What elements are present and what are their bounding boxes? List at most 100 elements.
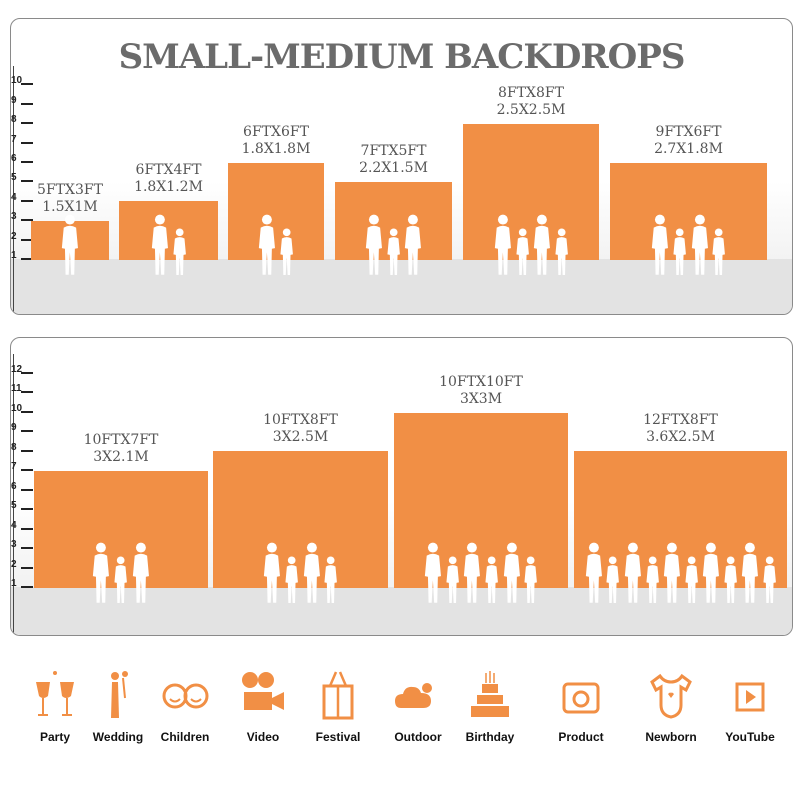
size-meters: 3.6X2.5M — [646, 429, 715, 445]
scale-tick: 4 — [11, 520, 35, 531]
person-silhouette — [645, 556, 659, 604]
use-product: Product — [546, 668, 616, 744]
panel-title: SMALL-MEDIUM BACKDROPS — [118, 37, 686, 77]
scale-tick: 9 — [11, 423, 35, 433]
backdrop-size-9ftx6ft — [610, 163, 767, 260]
backdrop-size-10ftx10ft — [394, 413, 568, 588]
scale-tick: 9 — [11, 95, 35, 106]
use-festival: Festival — [303, 668, 373, 744]
people-group — [34, 538, 208, 604]
floor — [11, 587, 792, 635]
size-meters: 3X2.5M — [272, 429, 329, 445]
backdrop-size-6ftx6ft — [228, 163, 324, 260]
use-label: YouTube — [725, 730, 775, 744]
wedding-couple-icon — [83, 668, 153, 720]
use-party: Party — [20, 668, 90, 744]
person-silhouette — [724, 556, 737, 604]
use-label: Children — [160, 730, 210, 744]
person-silhouette — [652, 214, 669, 275]
backdrop-size-10ftx8ft — [213, 451, 388, 588]
camera-icon — [546, 668, 616, 720]
backdrop-size-6ftx4ft — [119, 201, 218, 260]
person-silhouette — [280, 228, 294, 276]
people-group — [463, 210, 599, 276]
usage-icons-row: Party Wedding Children Video Festival Outdoor… — [0, 668, 800, 758]
people-group — [213, 538, 388, 604]
scale-line — [13, 354, 14, 635]
baby-onesie-icon — [636, 668, 706, 720]
scale-tick: 1 — [11, 579, 35, 589]
person-silhouette — [324, 556, 338, 604]
gift-box-icon — [303, 668, 373, 720]
size-feet: 6FTX6FT — [243, 124, 309, 140]
person-silhouette — [606, 556, 620, 604]
scale-tick: 5 — [11, 173, 35, 183]
use-label: Newborn — [645, 730, 697, 744]
size-label: 6FTX6FT 1.8X1.8M — [208, 124, 344, 158]
size-meters: 1.8X1.2M — [134, 179, 203, 195]
person-silhouette — [585, 542, 602, 603]
person-silhouette — [516, 228, 529, 276]
person-silhouette — [264, 542, 281, 603]
person-silhouette — [712, 228, 726, 276]
person-silhouette — [663, 542, 680, 603]
person-silhouette — [387, 228, 400, 276]
scale-tick: 2 — [11, 559, 35, 570]
people-group — [610, 210, 767, 276]
scale-tick: 5 — [11, 501, 35, 511]
cloud-icon — [383, 668, 453, 720]
use-newborn: Newborn — [636, 668, 706, 744]
person-silhouette — [702, 542, 720, 603]
person-silhouette — [114, 556, 128, 604]
size-feet: 9FTX6FT — [655, 124, 722, 140]
scale-tick: 3 — [11, 212, 35, 222]
person-silhouette — [425, 542, 442, 603]
person-silhouette — [742, 542, 759, 603]
size-meters: 3X3M — [459, 391, 503, 407]
use-children: Children — [150, 668, 220, 744]
use-label: Product — [558, 730, 604, 744]
people-group — [31, 210, 109, 276]
use-birthday: Birthday — [455, 668, 525, 744]
size-meters: 2.7X1.8M — [654, 141, 723, 157]
person-silhouette — [61, 214, 79, 275]
person-silhouette — [503, 542, 520, 603]
scale-line — [13, 66, 14, 314]
use-label: Party — [39, 730, 71, 744]
use-label: Video — [246, 730, 280, 744]
scale-tick: 10 — [11, 403, 35, 414]
scale-tick: 2 — [11, 231, 35, 242]
size-feet: 10FTX7FT — [83, 432, 159, 448]
toast-glasses-icon — [20, 668, 90, 720]
person-silhouette — [691, 214, 708, 275]
person-silhouette — [763, 556, 777, 604]
size-feet: 10FTX8FT — [263, 412, 338, 428]
people-group — [574, 538, 787, 604]
children-faces-icon — [150, 668, 220, 720]
scale-tick: 7 — [11, 134, 35, 145]
scale-tick: 1 — [11, 251, 35, 261]
person-silhouette — [405, 214, 422, 275]
scale-tick: 4 — [11, 192, 35, 203]
small-medium-panel: SMALL-MEDIUM BACKDROPS 1 2 3 4 5 6 7 8 9 10 5FTX3F… — [10, 18, 793, 315]
person-silhouette — [151, 214, 168, 275]
size-label: 9FTX6FT 2.7X1.8M — [590, 124, 787, 158]
scale-tick: 8 — [11, 442, 35, 453]
use-label: Outdoor — [394, 730, 442, 744]
movie-camera-icon — [228, 668, 298, 720]
size-label: 12FTX8FT 3.6X2.5M — [554, 412, 792, 446]
person-silhouette — [533, 214, 550, 275]
size-meters: 2.5X2.5M — [496, 102, 566, 118]
size-label: 5FTX3FT 1.5X1M — [11, 182, 129, 216]
size-label: 10FTX7FT 3X2.1M — [14, 432, 228, 466]
use-wedding: Wedding — [83, 668, 153, 744]
people-group — [228, 210, 324, 276]
person-silhouette — [555, 228, 568, 276]
person-silhouette — [132, 542, 149, 603]
play-button-icon — [715, 668, 785, 720]
person-silhouette — [673, 228, 687, 276]
person-silhouette — [365, 214, 382, 275]
scale-tick: 3 — [11, 540, 35, 550]
scale-tick: 11 — [11, 384, 35, 394]
people-group — [394, 538, 568, 604]
